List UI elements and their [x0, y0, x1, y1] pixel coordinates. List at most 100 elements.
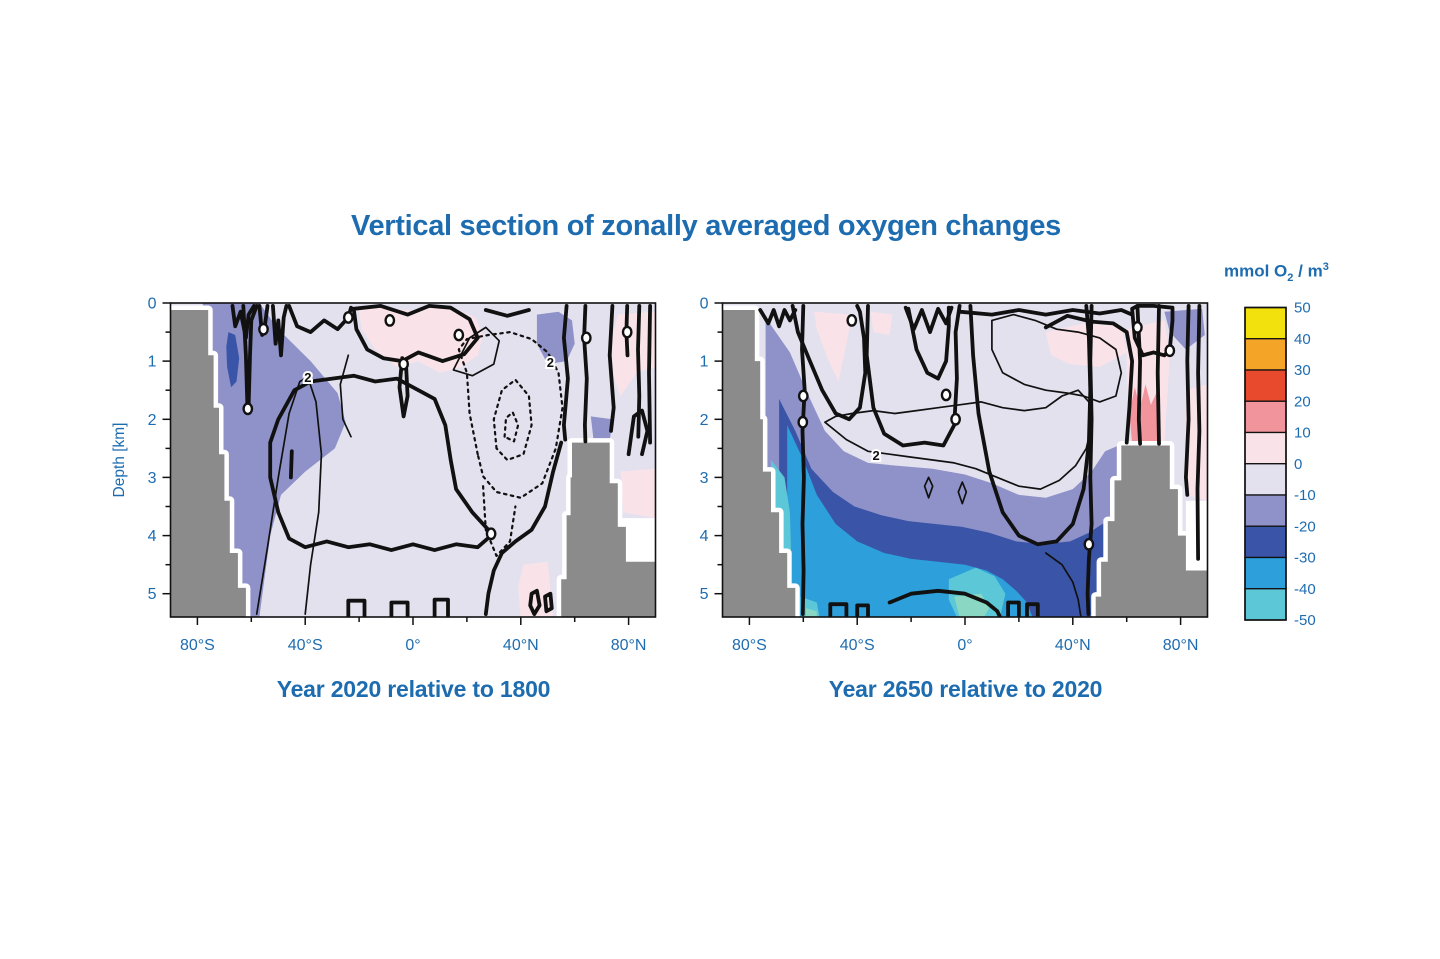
contour-line-thin [957, 481, 968, 505]
y-tick-label: 1 [700, 354, 709, 371]
bathymetry [722, 310, 796, 617]
colorbar-frame [1244, 306, 1287, 621]
contour-line-thick [1006, 600, 1021, 617]
colorbar-tick-label: -30 [1294, 550, 1316, 567]
colorbar-band-yellow [1244, 306, 1287, 340]
contour-line-thick [582, 304, 589, 444]
contour-label: 2 [872, 448, 879, 463]
y-tick-label: 4 [700, 528, 709, 545]
fill-region-purple [590, 416, 613, 442]
panel-right-plot: 2 [722, 303, 1208, 617]
contour-line-thick [271, 304, 289, 358]
contour-line-thick [483, 308, 531, 318]
fill-region-pink [620, 468, 656, 519]
x-tick-label: 40°N [503, 637, 539, 654]
y-tick-label: 1 [148, 354, 157, 371]
y-tick-label: 5 [700, 586, 709, 603]
contour-line-thin [824, 389, 1093, 490]
colorbar-tick-label: 20 [1294, 393, 1311, 410]
contour-zero-label [1164, 344, 1176, 358]
contour-line-thin [923, 476, 934, 499]
contour-zero-label [797, 389, 809, 403]
contour-zero-label [485, 527, 497, 541]
fill-region-pink [1185, 384, 1208, 501]
contour-line-thick [887, 588, 1002, 617]
contour-zero-label [453, 328, 465, 342]
colorbar-tick-label: 50 [1294, 300, 1311, 317]
contour-line-thick [1195, 304, 1202, 561]
figure-title: Vertical section of zonally averaged oxy… [351, 210, 1061, 242]
x-tick-label: 40°N [1055, 637, 1091, 654]
contour-line-thin [1044, 552, 1082, 617]
panel-right-subtitle: Year 2650 relative to 2020 [828, 676, 1103, 702]
contour-label: 2 [547, 355, 554, 370]
contour-zero-label [342, 311, 354, 324]
colorbar-tick-label: 0 [1294, 456, 1302, 473]
contour-line-thin [991, 313, 1123, 403]
y-axis-label: Depth [km] [111, 422, 128, 498]
y-tick-label: 5 [148, 586, 157, 603]
contour-line-thin [339, 354, 352, 438]
contour-line-thick [289, 449, 294, 480]
fill-region-blue [787, 425, 1033, 617]
x-tick-label: 0° [957, 637, 972, 654]
fill-region-purple [1164, 308, 1205, 350]
colorbar-title-pre: mmol O [1224, 261, 1288, 281]
panel-left-plot: 22 [170, 303, 656, 617]
colorbar-tick-label: 30 [1294, 362, 1311, 379]
contour-line-thick [957, 308, 1134, 317]
contour-line-thick [351, 304, 480, 363]
contour-zero-label [1083, 537, 1095, 551]
contour-line-thick [800, 304, 807, 616]
contour-zero-label [950, 412, 961, 426]
colorbar-title-sub: 2 [1287, 272, 1294, 285]
contour-line-thick [1085, 304, 1094, 616]
contour-line-thin [452, 326, 501, 377]
colorbar-band-salmon [1244, 400, 1287, 434]
contour-zero-label [398, 357, 409, 371]
contour-label: 2 [304, 370, 311, 385]
colorbar-tick-label: -40 [1294, 581, 1316, 598]
panel-left-subtitle: Year 2020 relative to 1800 [276, 676, 551, 702]
contour-line-thick [346, 598, 367, 617]
fill-region-pink [814, 311, 852, 382]
contour-line-thick [483, 440, 564, 616]
colorbar-band-darkblue [1244, 525, 1287, 559]
colorbar-tick-label: 10 [1294, 425, 1311, 442]
contour-line-thick [432, 597, 450, 617]
y-tick-label: 2 [148, 412, 157, 429]
contour-zero-label [1132, 320, 1143, 334]
y-tick-label: 3 [148, 470, 157, 487]
contour-zero-label [242, 402, 254, 416]
contour-line-thin [255, 376, 323, 615]
contour-line-thick [626, 408, 650, 457]
colorbar-band-purple [1244, 494, 1287, 527]
contour-line-thick [1155, 304, 1161, 446]
contour-line-dash [457, 331, 564, 499]
contour-line-thick [543, 591, 554, 614]
contour-zero-label [580, 331, 592, 345]
contour-line-thick [828, 602, 849, 617]
contour-zero-label [621, 325, 633, 339]
colorbar-tick-label: -20 [1294, 518, 1316, 535]
contour-line-thick [864, 304, 962, 448]
contour-zero-label [258, 322, 269, 336]
contour-line-dash [482, 485, 517, 557]
contour-line-thick [906, 305, 951, 381]
colorbar-band-cyan [1244, 588, 1287, 621]
contour-zero-label [940, 388, 952, 402]
fill-region-pink [870, 311, 893, 335]
colorbar-tick-label: 40 [1294, 331, 1311, 348]
contour-line-thick [562, 304, 570, 442]
colorbar-tick-label: -50 [1294, 612, 1316, 629]
y-tick-label: 3 [700, 470, 709, 487]
colorbar-title: mmol O2 / m3 [1224, 261, 1329, 284]
bathymetry [1095, 445, 1208, 617]
contour-line-thick [636, 304, 642, 439]
x-tick-label: 80°N [611, 637, 647, 654]
colorbar-tick-label: -10 [1294, 487, 1316, 504]
contour-line-thick [647, 304, 652, 445]
bathymetry [170, 310, 246, 617]
